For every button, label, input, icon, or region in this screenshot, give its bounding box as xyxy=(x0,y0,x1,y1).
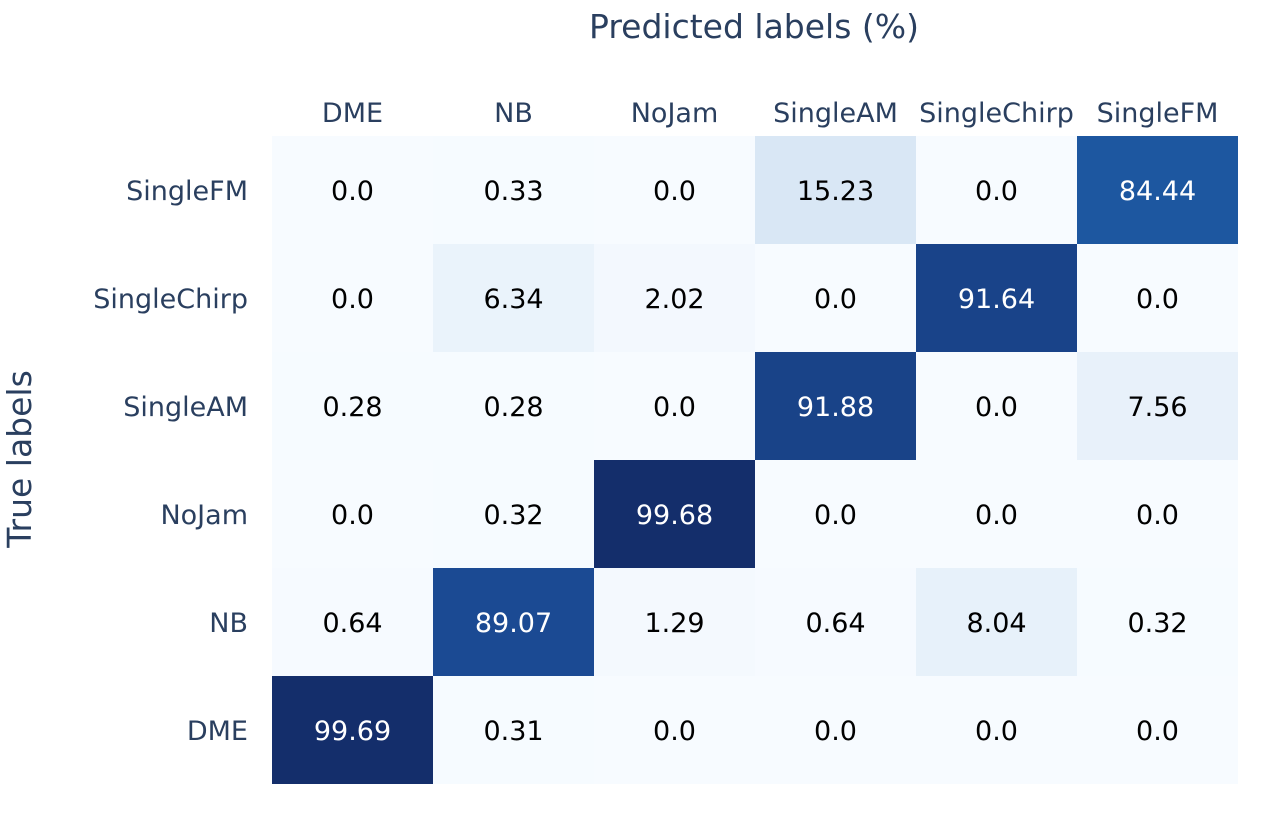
cell-value-label: 0.0 xyxy=(814,284,857,315)
heatmap-cell xyxy=(433,460,594,568)
x-axis-tick-labels: DME NB NoJam SingleAM SingleChirp SingleFM xyxy=(322,98,1219,129)
cell-value-label: 1.29 xyxy=(644,608,704,639)
cell-value-label: 0.64 xyxy=(322,608,382,639)
heatmap-cell xyxy=(594,460,755,568)
x-tick-label: SingleAM xyxy=(773,98,898,129)
cell-value-label: 0.33 xyxy=(483,176,543,207)
cell-value-label: 8.04 xyxy=(966,608,1026,639)
cell-value-label: 7.56 xyxy=(1127,392,1187,423)
cell-value-label: 0.0 xyxy=(975,176,1018,207)
cell-value-label: 0.0 xyxy=(975,500,1018,531)
heatmap-cell xyxy=(272,460,433,568)
heatmap-cell xyxy=(433,676,594,784)
heatmap-cell xyxy=(594,676,755,784)
cell-value-label: 0.32 xyxy=(483,500,543,531)
heatmap-cell xyxy=(916,676,1077,784)
heatmap-cell xyxy=(755,460,916,568)
cell-value-label: 6.34 xyxy=(483,284,543,315)
heatmap-cell xyxy=(1077,568,1238,676)
heatmap-cell xyxy=(755,676,916,784)
heatmap-cell xyxy=(1077,460,1238,568)
cell-value-label: 15.23 xyxy=(797,176,874,207)
cell-value-label: 84.44 xyxy=(1119,176,1196,207)
cell-value-label: 91.64 xyxy=(958,284,1035,315)
x-tick-label: NB xyxy=(494,98,533,129)
heatmap-cell-labels: 0.0 0.33 0.0 15.23 0.0 84.44 0.0 6.34 2.02 0.0 91.… xyxy=(314,176,1196,747)
cell-value-label: 0.0 xyxy=(814,500,857,531)
heatmap-cell xyxy=(433,136,594,244)
x-tick-label: DME xyxy=(322,98,383,129)
heatmap-cell xyxy=(272,136,433,244)
cell-value-label: 0.28 xyxy=(322,392,382,423)
heatmap-cell xyxy=(916,352,1077,460)
heatmap-cell xyxy=(272,352,433,460)
cell-value-label: 99.69 xyxy=(314,716,391,747)
cell-value-label: 99.68 xyxy=(636,500,713,531)
cell-value-label: 0.0 xyxy=(1136,284,1179,315)
heatmap-cell xyxy=(272,676,433,784)
y-tick-label: DME xyxy=(187,716,248,747)
heatmap-cell xyxy=(594,568,755,676)
heatmap-cell xyxy=(916,568,1077,676)
cell-value-label: 0.0 xyxy=(975,716,1018,747)
y-tick-label: SingleFM xyxy=(126,176,248,207)
heatmap-cell xyxy=(755,136,916,244)
heatmap-cell xyxy=(916,244,1077,352)
cell-value-label: 0.28 xyxy=(483,392,543,423)
cell-value-label: 0.0 xyxy=(331,176,374,207)
cell-value-label: 0.0 xyxy=(814,716,857,747)
cell-value-label: 0.64 xyxy=(805,608,865,639)
x-axis-title: Predicted labels (%) xyxy=(589,7,919,46)
heatmap-cell xyxy=(916,136,1077,244)
heatmap-cell xyxy=(1077,352,1238,460)
y-tick-label: NB xyxy=(209,608,248,639)
cell-value-label: 0.0 xyxy=(1136,716,1179,747)
heatmap-cell xyxy=(755,352,916,460)
heatmap-cell xyxy=(1077,244,1238,352)
heatmap-cell xyxy=(594,352,755,460)
cell-value-label: 0.0 xyxy=(331,284,374,315)
heatmap-cell xyxy=(272,568,433,676)
cell-value-label: 0.0 xyxy=(653,176,696,207)
heatmap-cell xyxy=(1077,136,1238,244)
heatmap-cell xyxy=(755,568,916,676)
heatmap-cell xyxy=(433,244,594,352)
cell-value-label: 89.07 xyxy=(475,608,552,639)
heatmap-cell xyxy=(1077,676,1238,784)
cell-value-label: 0.0 xyxy=(1136,500,1179,531)
heatmap-cell xyxy=(755,244,916,352)
x-tick-label: NoJam xyxy=(631,98,719,129)
x-tick-label: SingleChirp xyxy=(919,98,1074,129)
heatmap-cell xyxy=(594,136,755,244)
cell-value-label: 0.0 xyxy=(331,500,374,531)
heatmap-cell xyxy=(916,460,1077,568)
heatmap-cells xyxy=(272,136,1238,784)
cell-value-label: 91.88 xyxy=(797,392,874,423)
y-axis-title: True labels xyxy=(0,370,39,549)
cell-value-label: 0.31 xyxy=(483,716,543,747)
heatmap-cell xyxy=(594,244,755,352)
cell-value-label: 0.32 xyxy=(1127,608,1187,639)
y-tick-label: NoJam xyxy=(160,500,248,531)
cell-value-label: 0.0 xyxy=(975,392,1018,423)
heatmap-cell xyxy=(433,352,594,460)
cell-value-label: 0.0 xyxy=(653,392,696,423)
x-tick-label: SingleFM xyxy=(1097,98,1219,129)
y-axis-tick-labels: SingleFM SingleChirp SingleAM NoJam NB DME xyxy=(93,176,248,747)
cell-value-label: 0.0 xyxy=(653,716,696,747)
y-tick-label: SingleChirp xyxy=(93,284,248,315)
heatmap-cell xyxy=(433,568,594,676)
heatmap-cell xyxy=(272,244,433,352)
cell-value-label: 2.02 xyxy=(644,284,704,315)
y-tick-label: SingleAM xyxy=(123,392,248,423)
